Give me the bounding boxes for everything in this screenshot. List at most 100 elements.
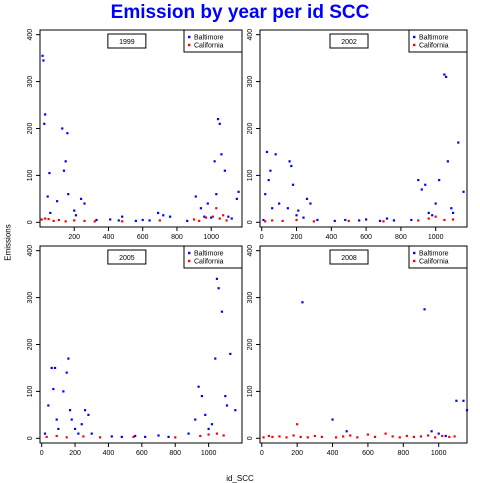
point-california bbox=[192, 218, 196, 221]
legend-box bbox=[408, 245, 468, 269]
x-tick-label: 200 bbox=[68, 234, 80, 241]
point-baltimore bbox=[431, 214, 434, 217]
point-baltimore bbox=[144, 435, 147, 439]
point-california bbox=[199, 434, 202, 438]
point-baltimore bbox=[385, 217, 389, 220]
point-baltimore bbox=[269, 169, 272, 172]
point-california bbox=[405, 434, 408, 438]
point-baltimore bbox=[278, 202, 281, 205]
point-baltimore bbox=[157, 211, 160, 215]
panel-frame bbox=[259, 245, 468, 444]
point-baltimore bbox=[134, 434, 137, 438]
point-baltimore bbox=[443, 73, 446, 76]
point-california bbox=[313, 434, 316, 438]
point-baltimore bbox=[365, 218, 368, 221]
point-baltimore bbox=[204, 413, 207, 416]
point-baltimore bbox=[83, 409, 87, 412]
legend-marker-california bbox=[413, 259, 416, 263]
x-tick-label: 400 bbox=[325, 234, 337, 241]
point-baltimore bbox=[224, 394, 227, 398]
point-california bbox=[65, 436, 68, 439]
x-tick-label: 800 bbox=[171, 234, 183, 241]
point-baltimore bbox=[73, 427, 77, 431]
point-baltimore bbox=[217, 287, 220, 290]
point-baltimore bbox=[220, 310, 224, 313]
x-tick-label: 800 bbox=[169, 450, 181, 457]
y-tick-label: 100 bbox=[27, 385, 34, 397]
point-baltimore bbox=[110, 435, 113, 438]
year-label: 2008 bbox=[341, 255, 357, 262]
point-california bbox=[218, 217, 221, 220]
y-tick-label: 400 bbox=[247, 29, 254, 41]
point-baltimore bbox=[49, 211, 52, 215]
legend-entry-california: California bbox=[419, 43, 449, 50]
point-baltimore bbox=[44, 113, 47, 116]
point-baltimore bbox=[148, 219, 151, 222]
point-baltimore bbox=[410, 218, 413, 222]
point-baltimore bbox=[64, 160, 67, 163]
point-baltimore bbox=[295, 214, 298, 217]
point-baltimore bbox=[450, 207, 453, 210]
point-california bbox=[451, 218, 455, 221]
legend-entry-baltimore: Baltimore bbox=[194, 251, 224, 258]
point-california bbox=[211, 215, 214, 218]
point-baltimore bbox=[120, 435, 123, 439]
point-california bbox=[443, 218, 446, 222]
point-baltimore bbox=[52, 387, 55, 391]
point-california bbox=[453, 435, 456, 438]
panel-frame bbox=[39, 29, 243, 228]
point-baltimore bbox=[187, 432, 190, 435]
point-baltimore bbox=[167, 435, 170, 439]
point-california bbox=[83, 219, 86, 223]
point-baltimore bbox=[66, 132, 69, 135]
y-tick-label: 100 bbox=[247, 169, 254, 181]
point-baltimore bbox=[316, 218, 319, 222]
x-tick-label: 200 bbox=[69, 450, 81, 457]
point-california bbox=[434, 215, 437, 218]
point-california bbox=[366, 433, 370, 436]
point-baltimore bbox=[117, 219, 120, 222]
point-baltimore bbox=[358, 219, 361, 222]
x-axis-label: id_SCC bbox=[226, 474, 254, 483]
point-baltimore bbox=[288, 160, 291, 163]
point-california bbox=[121, 220, 124, 223]
point-baltimore bbox=[423, 308, 426, 311]
point-california bbox=[349, 434, 352, 437]
point-baltimore bbox=[234, 409, 237, 412]
point-california bbox=[278, 435, 281, 438]
point-baltimore bbox=[194, 195, 197, 198]
year-label: 2002 bbox=[341, 39, 357, 46]
point-california bbox=[132, 435, 135, 439]
point-california bbox=[207, 433, 210, 436]
x-tick-label: 1000 bbox=[201, 450, 217, 457]
point-california bbox=[64, 220, 67, 223]
point-california bbox=[412, 435, 416, 439]
year-label-box bbox=[329, 33, 369, 49]
point-baltimore bbox=[420, 188, 423, 191]
point-baltimore bbox=[74, 214, 78, 217]
x-tick-label: 400 bbox=[103, 450, 115, 457]
point-california bbox=[356, 436, 359, 439]
point-baltimore bbox=[218, 122, 221, 125]
point-baltimore bbox=[286, 207, 289, 210]
x-tick-label: 600 bbox=[136, 450, 148, 457]
point-baltimore bbox=[333, 219, 336, 223]
point-california bbox=[198, 219, 201, 223]
point-baltimore bbox=[67, 357, 70, 360]
point-baltimore bbox=[291, 183, 295, 186]
point-baltimore bbox=[465, 409, 469, 412]
chart-title: Emission by year per id SCC bbox=[110, 2, 370, 23]
point-california bbox=[45, 435, 48, 439]
point-california bbox=[225, 219, 228, 222]
x-tick-label: 400 bbox=[103, 234, 115, 241]
point-california bbox=[215, 432, 219, 435]
point-baltimore bbox=[134, 219, 137, 223]
point-california bbox=[398, 436, 401, 439]
point-california bbox=[271, 435, 274, 439]
legend-entry-baltimore: Baltimore bbox=[419, 251, 449, 258]
point-baltimore bbox=[267, 178, 270, 182]
point-california bbox=[292, 434, 295, 437]
point-baltimore bbox=[90, 432, 93, 435]
point-baltimore bbox=[274, 153, 277, 156]
point-california bbox=[417, 219, 420, 222]
